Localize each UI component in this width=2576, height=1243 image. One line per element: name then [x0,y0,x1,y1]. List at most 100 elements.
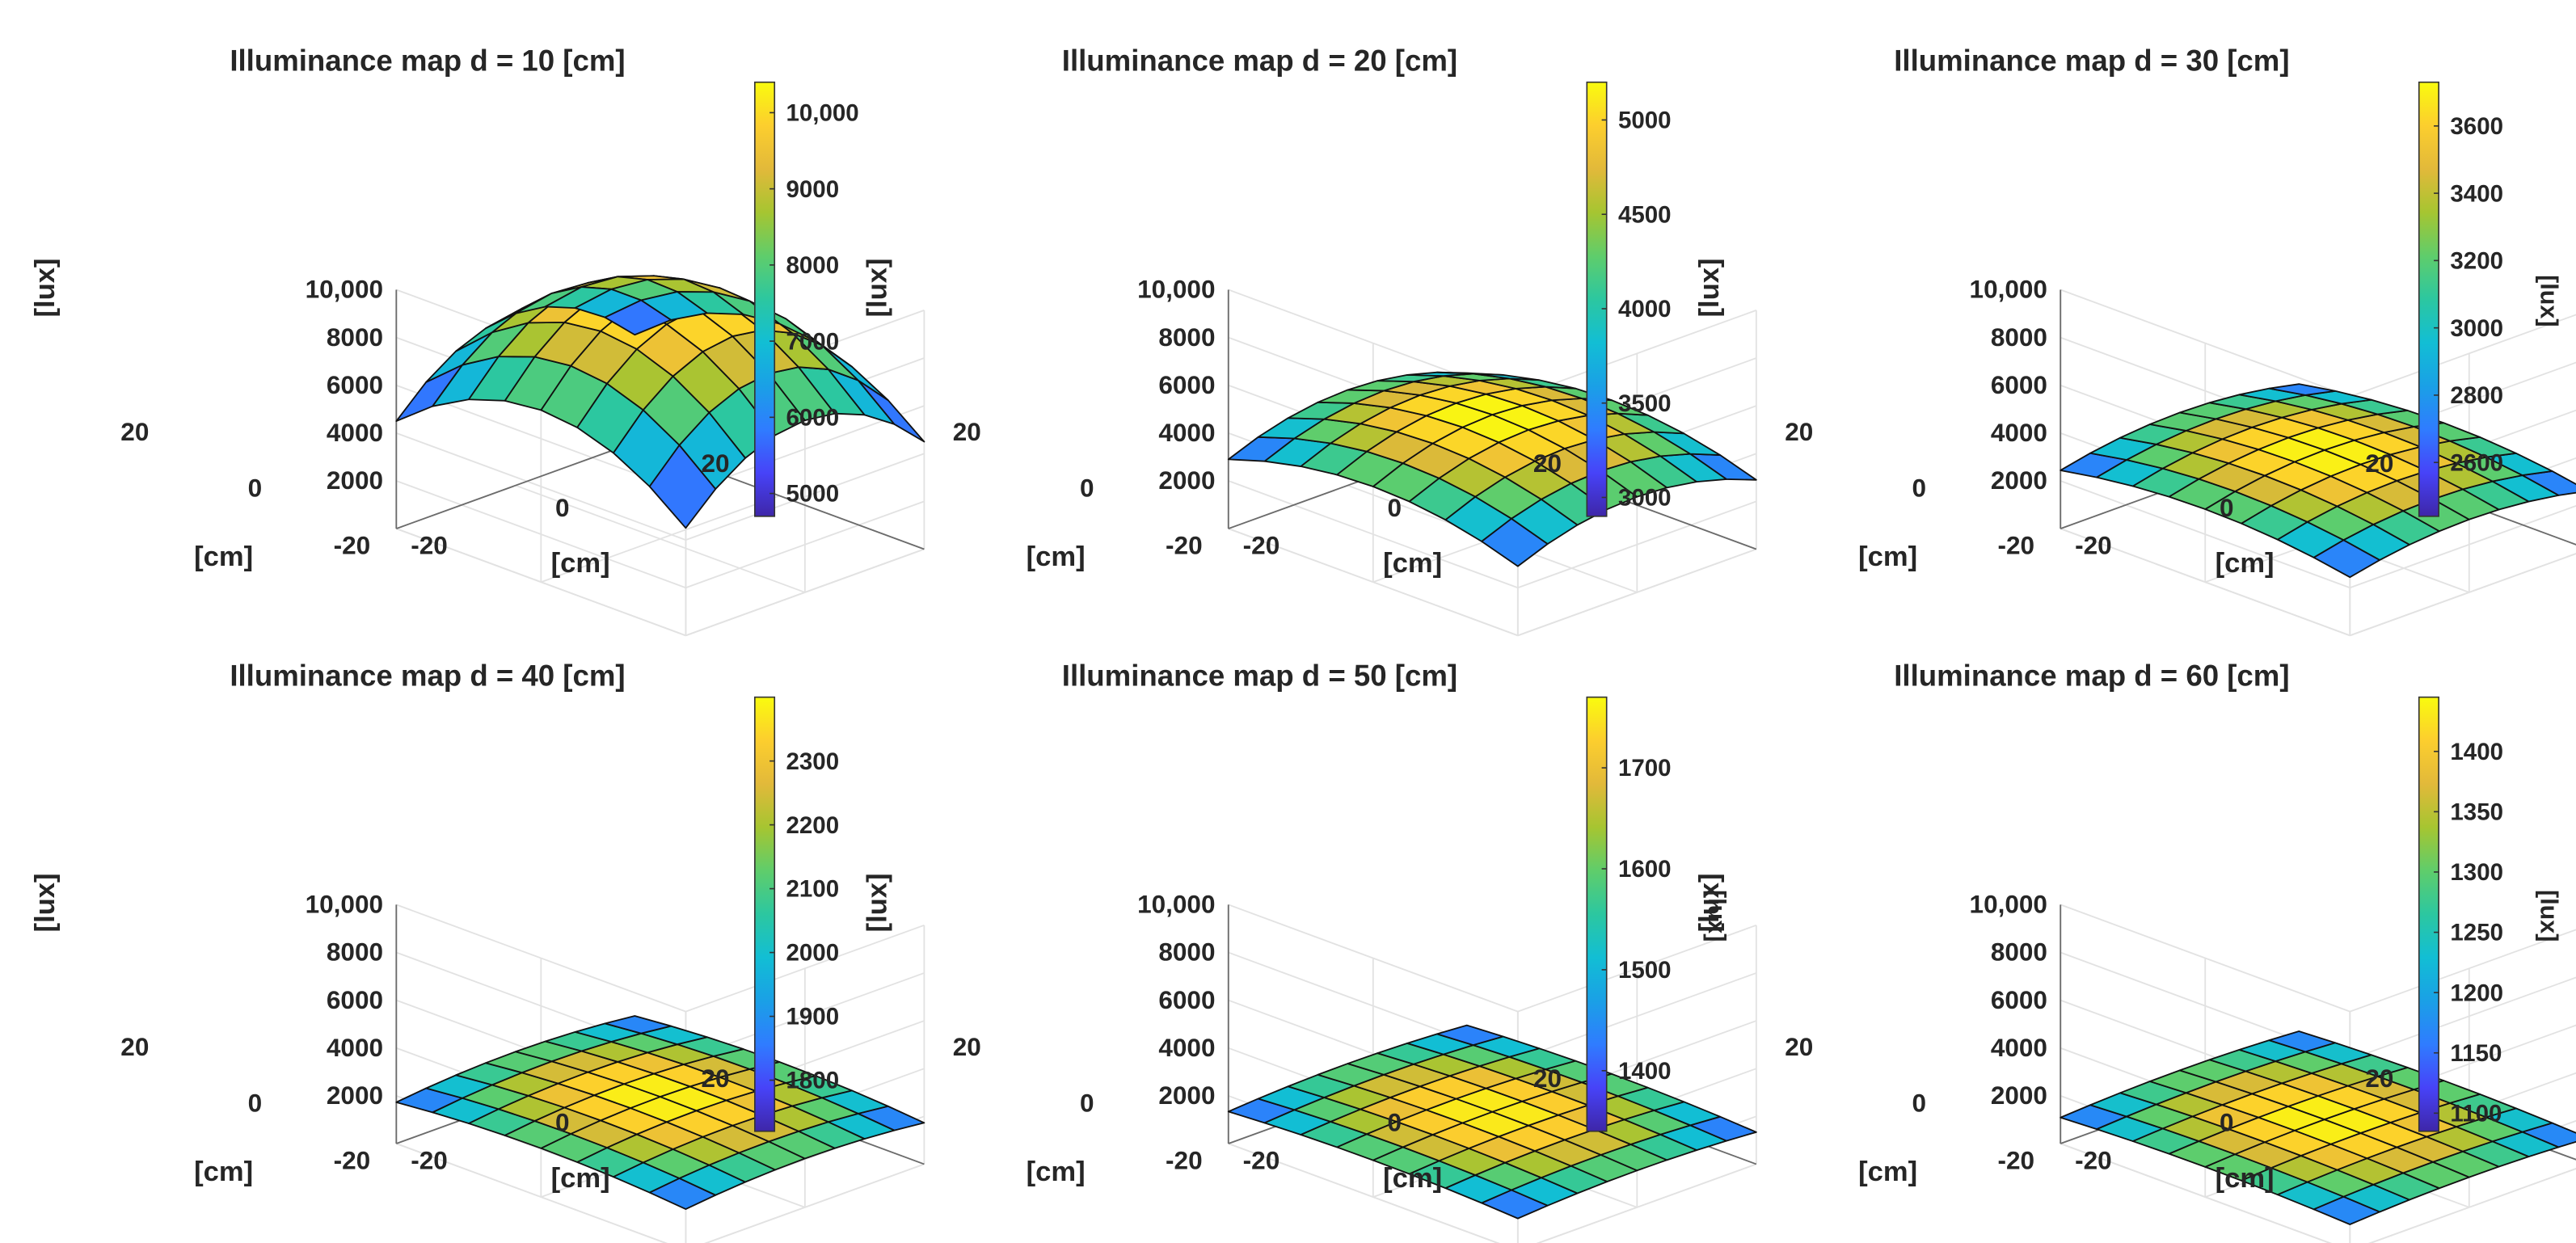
z-tick-label: 4000 [327,418,383,447]
z-tick-label: 8000 [1158,938,1215,967]
y-tick-label: 20 [1785,1032,1813,1061]
z-tick-label: 4000 [1158,418,1215,447]
colorbar-tick-label: 10,000 [786,100,858,127]
colorbar-tick-label: 8000 [786,252,839,279]
chart-title: Illuminance map d = 60 [cm] [1894,659,2289,692]
y-tick-label: 20 [120,417,149,446]
grid-line [1517,924,1757,1013]
grid-line [2368,1167,2576,1243]
z-axis-label: [lux] [30,259,61,318]
z-tick-label: 6000 [1158,370,1215,399]
grid-line [1517,548,1757,637]
x-tick-label: 20 [1533,449,1562,478]
chart-title: Illuminance map d = 40 [cm] [230,659,625,692]
x-tick-label: 0 [2220,493,2234,522]
colorbar [1586,696,1608,1132]
z-tick-label: 4000 [1991,418,2047,447]
x-tick-label: -20 [2075,531,2112,560]
colorbar-tick-label: 1300 [2450,859,2503,886]
z-tick-label: 6000 [327,985,383,1014]
colorbar-tick-label: 1500 [1618,957,1672,984]
x-axis-label: [cm] [2216,1163,2275,1194]
x-tick-label: 0 [2220,1108,2234,1137]
colorbar-tick-label: 3200 [2450,248,2503,275]
surface-panel-6: Illuminance map d = 60 [cm]2000400060008… [1694,659,2576,1243]
colorbar [754,696,776,1132]
surface-panel-1: Illuminance map d = 10 [cm] 2000 4000 6000 8… [30,44,925,637]
colorbar-tick-label: 5000 [1618,107,1672,134]
z-tick-label: 4000 [1158,1033,1215,1062]
y-tick-label: 0 [248,1088,263,1117]
colorbar-tick-label: 3600 [2450,113,2503,140]
z-tick-label: 6000 [1991,985,2047,1014]
z-axis-label: [lux] [30,873,61,932]
chart-title: Illuminance map d = 10 [cm] [230,44,625,77]
colorbar-tick-label: 2200 [786,812,839,839]
colorbar-label: [lux] [1703,890,1731,942]
x-tick-label: 20 [2365,1064,2393,1093]
x-tick-label: 20 [701,1064,729,1093]
x-tick-label: -20 [411,531,448,560]
colorbar-tick-label: 2600 [2450,449,2503,476]
z-axis-label: [lux] [862,873,893,932]
colorbar-tick-label: 6000 [786,405,839,432]
grid-line [704,1163,925,1243]
grid-line [2349,929,2576,1013]
z-tick-label: 6000 [327,370,383,399]
grid-line [541,495,780,584]
y-axis-label: [cm] [1858,1157,1917,1187]
y-tick-label: -20 [1166,531,1203,560]
y-axis-label: [cm] [194,1157,253,1187]
surface-panel-2: Illuminance map d = 20 [cm]2000400060008… [862,44,1757,637]
grid-line [2349,553,2576,637]
z-tick-label: 10,000 [1970,275,2047,304]
x-tick-label: -20 [1243,531,1280,560]
x-axis-label: [cm] [551,548,610,579]
colorbar-tick-label: 1350 [2450,799,2503,826]
z-tick-label: 8000 [327,938,383,967]
z-tick-label: 2000 [327,466,383,495]
colorbar-tick-label: 7000 [786,328,839,355]
z-tick-label: 8000 [327,322,383,352]
colorbar [2418,696,2439,1132]
y-tick-label: -20 [334,531,371,560]
colorbar-tick-label: 1400 [1618,1058,1672,1085]
z-tick-label: 6000 [1158,985,1215,1014]
surface-mesh [395,275,925,529]
x-tick-label: -20 [1243,1146,1280,1175]
surface-cell [2268,383,2336,396]
y-tick-label: -20 [1166,1146,1203,1175]
chart-title: Illuminance map d = 50 [cm] [1062,659,1457,692]
colorbar-tick-label: 2300 [786,748,839,775]
y-tick-label: 20 [953,417,981,446]
z-tick-label: 2000 [1158,1081,1215,1110]
y-axis-label: [cm] [1027,1157,1086,1187]
colorbar-tick-label: 4000 [1618,296,1672,322]
y-tick-label: -20 [334,1146,371,1175]
colorbar [1586,81,1608,517]
y-tick-label: 20 [1785,417,1813,446]
colorbar [754,81,776,517]
colorbar-tick-label: 3000 [1618,485,1672,512]
surface-cell [604,299,672,336]
colorbar-tick-label: 1700 [1618,755,1672,782]
grid-line [685,548,925,637]
y-tick-label: 0 [1080,473,1094,502]
z-tick-label: 4000 [327,1033,383,1062]
z-tick-label: 10,000 [1137,890,1215,919]
z-tick-label: 4000 [1991,1033,2047,1062]
colorbar-tick-label: 1800 [786,1068,839,1094]
x-tick-label: 20 [1533,1064,1562,1093]
surface-panel-5: Illuminance map d = 50 [cm] 2000 4000 6000 8… [862,659,1757,1243]
surface-cell [1436,1024,1504,1047]
colorbar-tick-label: 1100 [2450,1101,2502,1127]
colorbar-tick-label: 3400 [2450,180,2503,207]
z-tick-label: 2000 [1991,1081,2047,1110]
z-axis-label: [lux] [1694,259,1725,318]
y-tick-label: 20 [120,1032,149,1061]
surface-cell [604,1015,672,1034]
y-tick-label: 0 [1912,1088,1926,1117]
y-axis-line [396,441,635,529]
colorbar-tick-label: 1600 [1618,856,1672,883]
